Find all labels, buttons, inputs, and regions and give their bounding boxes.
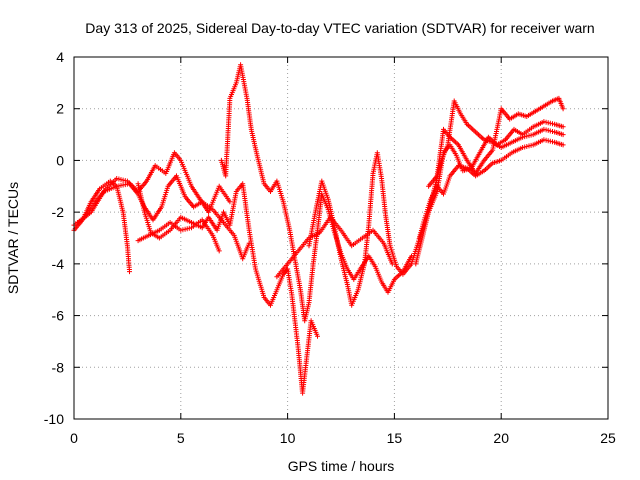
y-axis-label: SDTVAR / TECUs: [5, 182, 21, 294]
y-tick-label: 2: [56, 101, 64, 117]
series-sat-e: [135, 181, 320, 396]
series-markers: [135, 181, 320, 396]
series-markers: [218, 62, 414, 324]
y-tick-label: -8: [52, 359, 65, 375]
x-axis-label: GPS time / hours: [288, 458, 395, 474]
x-tick-label: 0: [70, 430, 78, 446]
x-tick-label: 5: [177, 430, 185, 446]
x-tick-label: 25: [600, 430, 616, 446]
series-sat-d: [135, 217, 222, 254]
series-markers: [306, 137, 566, 308]
y-tick-label: 4: [56, 49, 64, 65]
y-tick-label: 0: [56, 152, 64, 168]
series-markers: [426, 95, 566, 189]
y-tick-label: -2: [52, 204, 65, 220]
y-tick-label: -4: [52, 256, 65, 272]
data-series: [71, 62, 566, 396]
series-sat-h: [306, 137, 566, 308]
x-tick-label: 10: [280, 430, 296, 446]
series-sat-j: [417, 119, 566, 241]
series-sat-f: [218, 62, 414, 324]
x-tick-label: 15: [387, 430, 403, 446]
tick-labels: 0 5 10 15 20 25 -10 -8 -6 -4 -2 0 2 4: [44, 49, 616, 446]
y-tick-label: -10: [44, 411, 64, 427]
chart-title: Day 313 of 2025, Sidereal Day-to-day VTE…: [85, 20, 594, 36]
axes: [73, 56, 609, 420]
grid-lines: [74, 57, 608, 419]
plot-frame: [73, 56, 609, 420]
series-markers: [417, 119, 566, 241]
x-tick-label: 20: [493, 430, 509, 446]
series-markers: [135, 217, 222, 254]
series-sat-k: [426, 95, 566, 189]
y-tick-label: -6: [52, 308, 65, 324]
